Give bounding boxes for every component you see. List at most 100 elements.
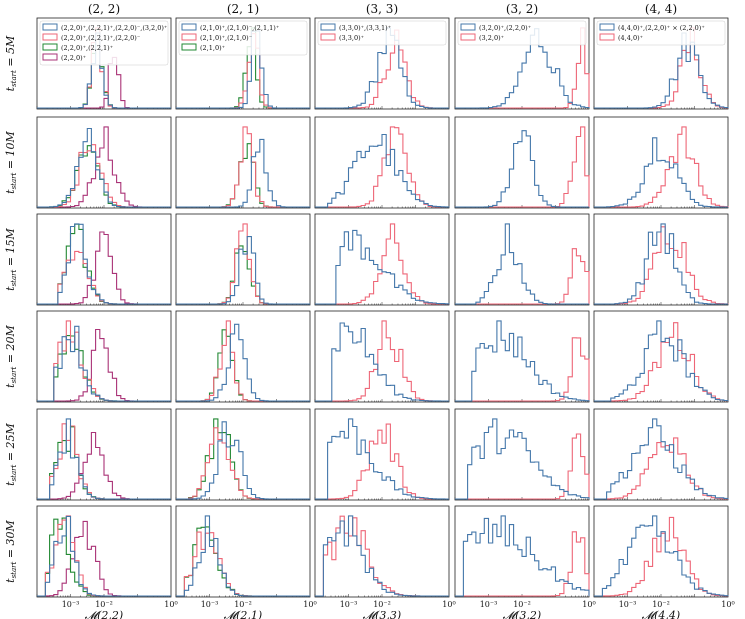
legend-swatch [181, 23, 197, 31]
legend: (3,3,0)⁺,(3,3,1)⁺ (3,3,0)⁺ [317, 20, 447, 46]
histogram-panel [314, 408, 450, 501]
histogram-series [455, 320, 590, 402]
row-label: tstart = 30M [4, 519, 18, 582]
row-label: tstart = 10M [4, 130, 18, 193]
legend: (2,1,0)⁺,(2,1,0)⁻,(2,1,1)⁺ (2,1,0)⁺,(2,1,… [178, 20, 308, 56]
column-title: (4, 4) [645, 2, 677, 16]
histogram-series [594, 32, 729, 109]
x-tick-label: 10⁰ [721, 600, 734, 609]
x-tick-label: 10⁻³ [201, 600, 219, 609]
histogram-series [315, 133, 450, 208]
histogram-series [176, 30, 310, 109]
histogram-series [455, 28, 590, 109]
legend: (4,4,0)⁺,(2,2,0)⁺ × (2,2,0)⁺ (4,4,0)⁺ [596, 20, 726, 46]
x-tick-label: 10⁻² [95, 600, 113, 609]
legend-box [178, 20, 308, 56]
histogram-series [37, 418, 171, 500]
legend-swatch [181, 33, 197, 41]
legend-label: (2,2,0)⁺ [61, 54, 86, 62]
histogram-panel [175, 213, 311, 306]
histogram-panel [175, 310, 311, 403]
histogram-panel [175, 116, 311, 209]
x-tick-label: 10⁻³ [619, 600, 637, 609]
column-title: (2, 1) [227, 2, 259, 16]
histogram-series [455, 130, 589, 208]
legend-label: (3,3,0)⁺,(3,3,1)⁺ [339, 24, 391, 32]
x-tick-label: 10⁰ [582, 600, 595, 609]
histogram-panel [314, 310, 450, 403]
histogram-panel [593, 213, 729, 306]
column-title: (3, 3) [366, 2, 398, 16]
legend-label: (2,2,0)⁺,(2,2,1)⁺,(2,2,0)⁻ [61, 34, 140, 42]
x-tick-label: 10⁻³ [62, 600, 80, 609]
x-axis-label: 𝓜(2,1) [224, 609, 262, 619]
histogram-series [455, 337, 590, 402]
histogram-series [315, 515, 449, 597]
legend-label: (3,2,0)⁺ [479, 34, 504, 42]
legend-box [457, 20, 587, 46]
histogram-series [37, 223, 171, 305]
histogram-panel: (3,3,0)⁺,(3,3,1)⁺ (3,3,0)⁺ [314, 17, 450, 110]
histogram-series [176, 138, 310, 208]
legend-label: (2,1,0)⁺ [200, 44, 225, 52]
legend-label: (2,2,0)⁺,(2,2,1)⁺ [61, 44, 113, 52]
histogram-panel [593, 116, 729, 209]
legend-swatch [599, 23, 615, 31]
histogram-panel [36, 408, 172, 501]
legend-swatch [42, 33, 58, 41]
histogram-series [315, 229, 450, 305]
legend-label: (2,1,0)⁺,(2,1,0)⁻ [200, 34, 252, 42]
legend-swatch [599, 33, 615, 41]
histogram-panel: 10⁻³ 10⁻² 10⁰ 𝓜(3,3) [314, 505, 456, 619]
panel-frame [175, 505, 311, 598]
legend-box [317, 20, 447, 46]
histogram-series [594, 137, 728, 208]
panel-frame [593, 116, 729, 209]
x-axis-label: 𝓜(3,2) [503, 609, 541, 619]
x-tick-label: 10⁰ [164, 600, 177, 609]
histogram-series [176, 236, 310, 305]
x-tick-label: 10⁰ [303, 600, 316, 609]
x-tick-label: 10⁻³ [340, 600, 358, 609]
panel-frame [314, 408, 450, 501]
histogram-panel [36, 213, 172, 306]
legend: (3,2,0)⁺,(2,2,0)⁺ (3,2,0)⁺ [457, 20, 587, 46]
x-tick-label: 10⁰ [442, 600, 455, 609]
legend: (2,2,0)⁺,(2,2,1)⁺,(2,2,0)⁻,(3,2,0)⁺ (2,2,… [39, 20, 169, 66]
row-label: tstart = 20M [4, 324, 18, 387]
histogram-panel [454, 116, 590, 209]
legend-box [596, 20, 726, 46]
histogram-panel: 10⁻³ 10⁻² 10⁰ 𝓜(2,1) [175, 505, 317, 619]
panel-frame [454, 213, 590, 306]
x-tick-label: 10⁻² [234, 600, 252, 609]
panel-frame [454, 408, 590, 501]
panel-frame [593, 408, 729, 501]
legend-swatch [460, 23, 476, 31]
legend-swatch [320, 23, 336, 31]
histogram-series [455, 418, 590, 500]
histogram-panel [175, 408, 311, 501]
histogram-series [315, 418, 449, 500]
x-tick-label: 10⁻³ [480, 600, 498, 609]
histogram-series [455, 433, 590, 500]
histogram-series [315, 322, 449, 402]
x-axis-label: 𝓜(3,3) [363, 609, 401, 619]
histogram-panel [454, 408, 590, 501]
histogram-panel [36, 310, 172, 403]
x-axis-label: 𝓜(2,2) [85, 609, 123, 619]
legend-box [39, 20, 169, 66]
histogram-series [37, 127, 171, 208]
histogram-series [455, 515, 590, 597]
row-label: tstart = 25M [4, 422, 18, 485]
histogram-panel: 10⁻³ 10⁻² 10⁰ 𝓜(3,2) [454, 505, 596, 619]
legend-label: (4,4,0)⁺,(2,2,0)⁺ × (2,2,0)⁺ [618, 24, 705, 32]
histogram-panel [314, 116, 450, 209]
histogram-series [455, 531, 590, 597]
legend-label: (3,3,0)⁺ [339, 34, 364, 42]
histogram-series [37, 515, 171, 597]
x-tick-label: 10⁻² [513, 600, 531, 609]
legend-swatch [42, 53, 58, 61]
histogram-panel [454, 213, 590, 306]
histogram-series [594, 515, 729, 597]
